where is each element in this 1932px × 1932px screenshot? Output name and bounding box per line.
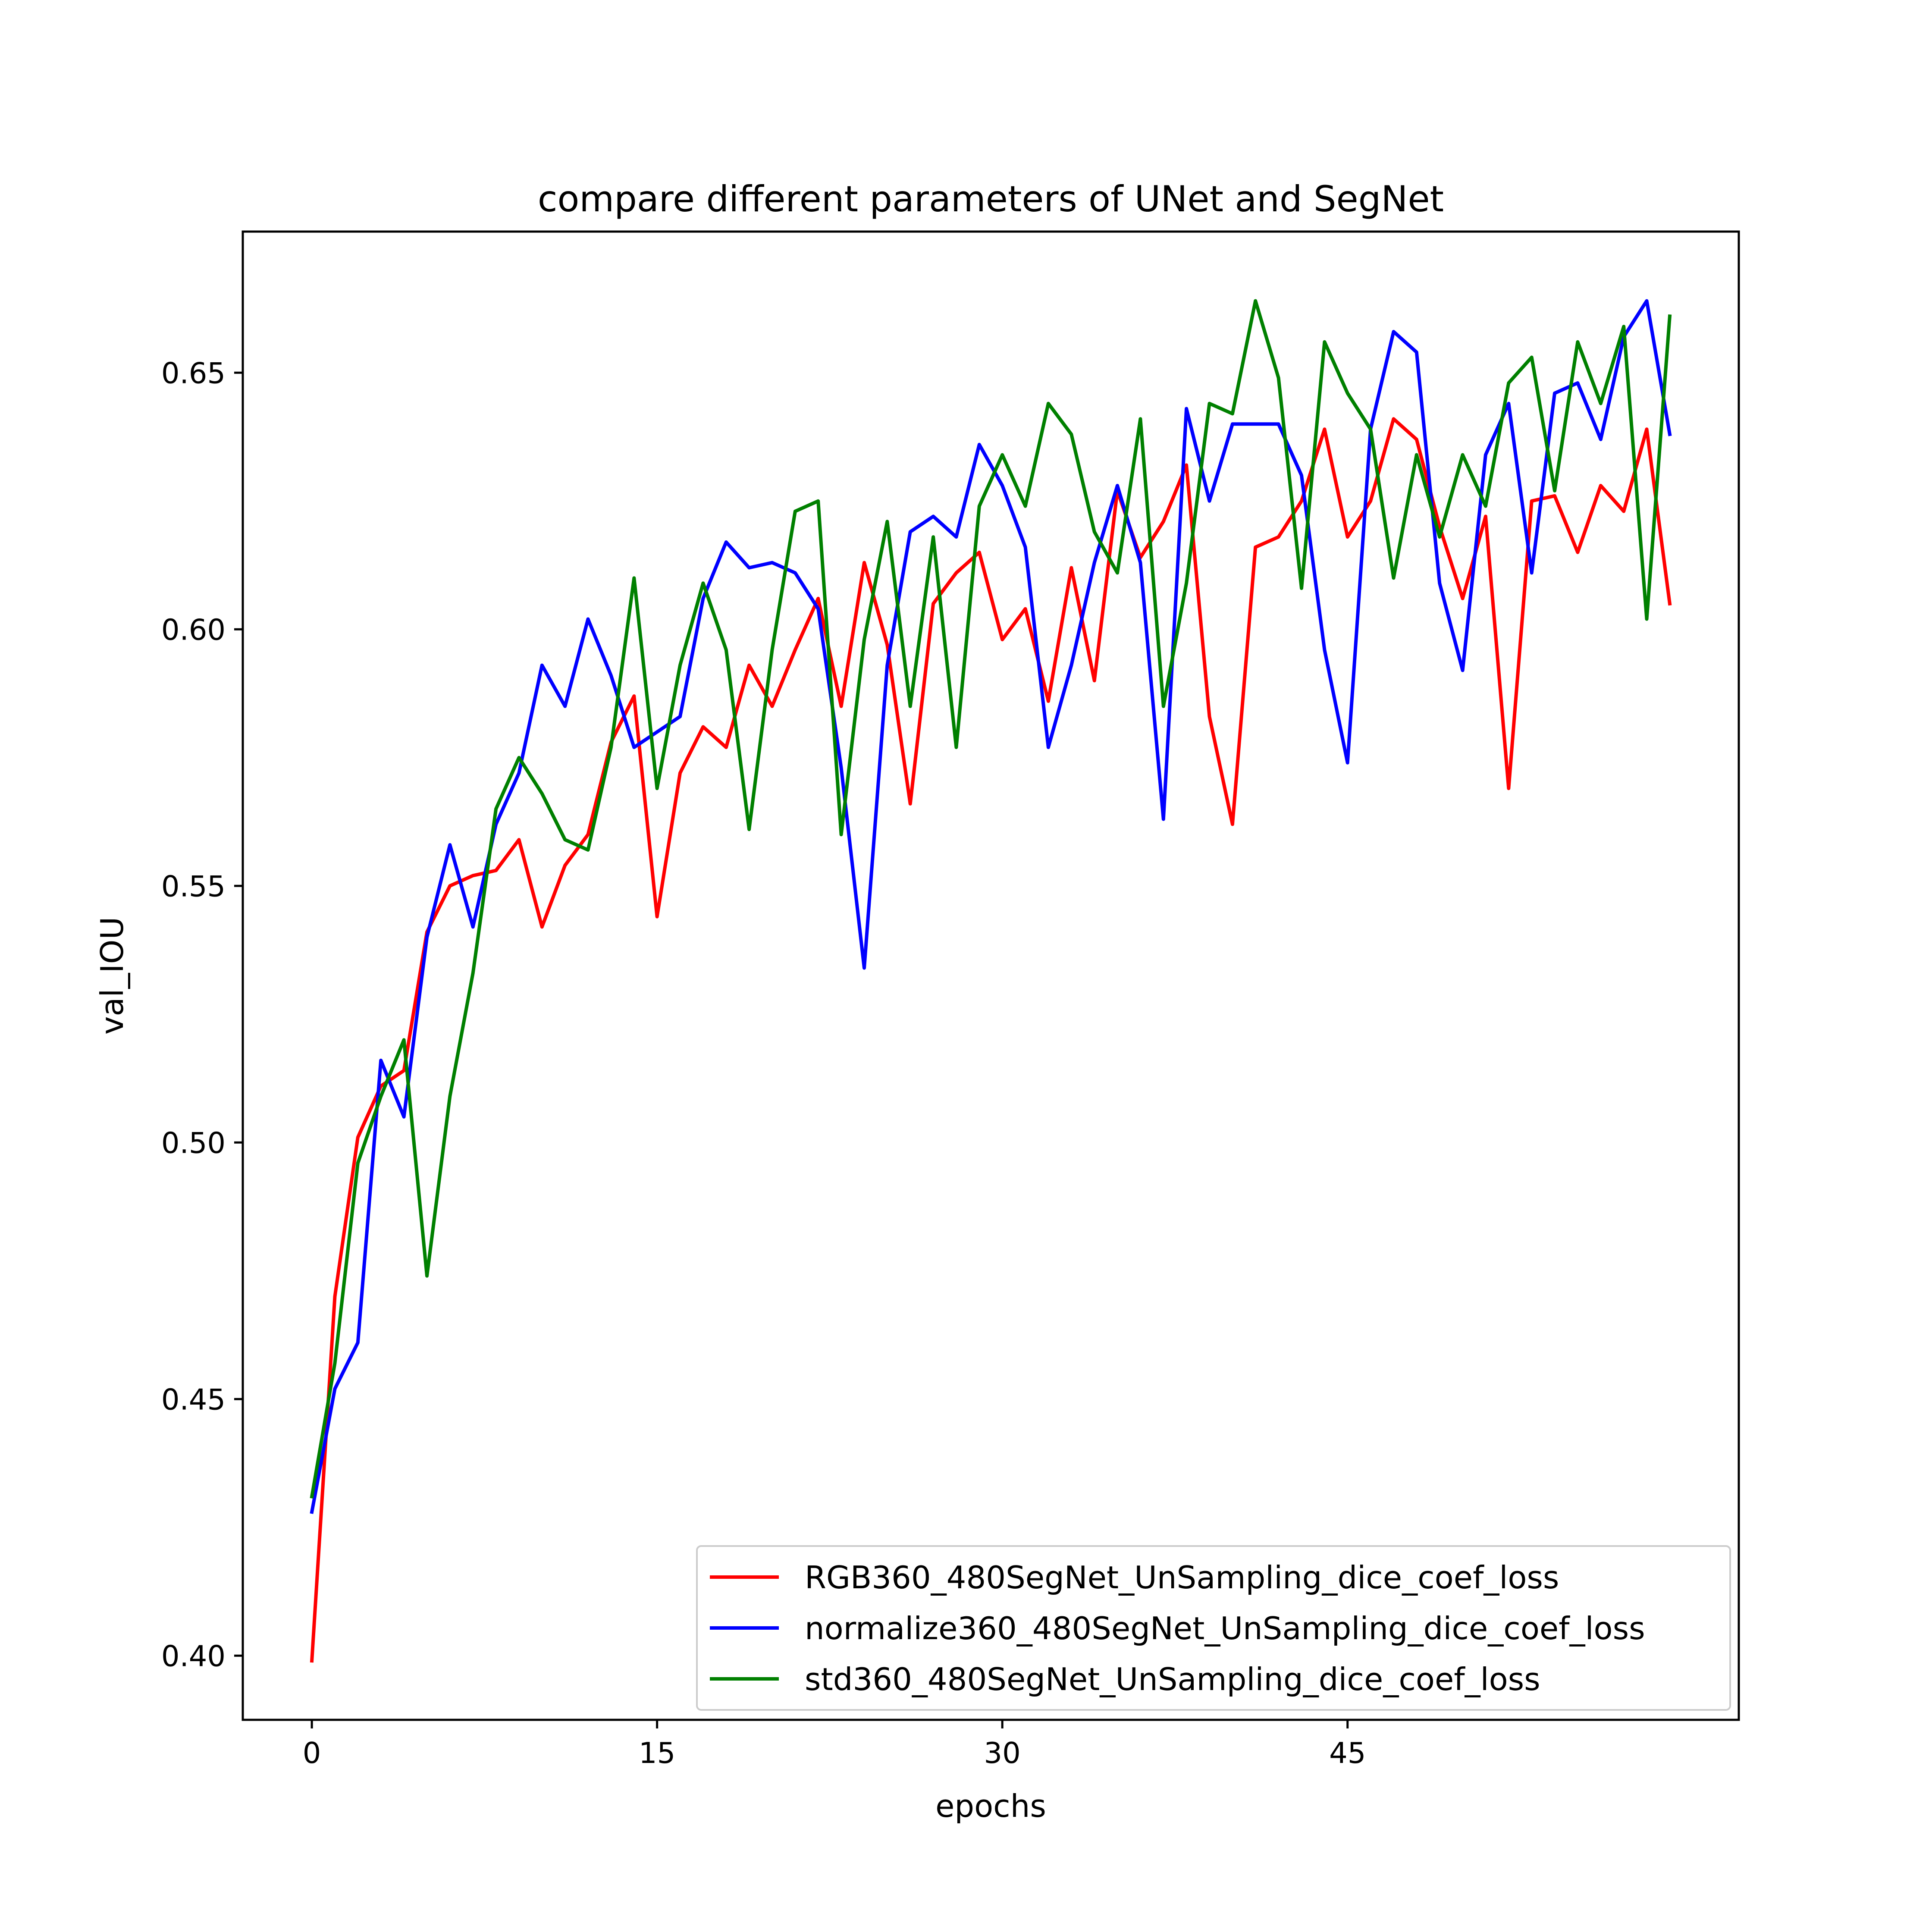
x-axis-ticks: 0 15 30 45 — [303, 1720, 1366, 1770]
y-tick-label: 0.50 — [161, 1126, 226, 1160]
y-tick-label: 0.55 — [161, 869, 226, 903]
y-tick-label: 0.45 — [161, 1383, 226, 1416]
legend-items: RGB360_480SegNet_UnSampling_dice_coef_lo… — [710, 1559, 1645, 1697]
y-tick-label: 0.65 — [161, 356, 226, 390]
series-line-2 — [310, 299, 1672, 1514]
x-tick-label: 15 — [639, 1736, 675, 1770]
y-axis-label: val_IOU — [94, 917, 130, 1035]
legend-label: normalize360_480SegNet_UnSampling_dice_c… — [805, 1610, 1645, 1647]
plot-area-frame — [242, 230, 1740, 1721]
series-layer — [310, 299, 1672, 1663]
chart-title: compare different parameters of UNet and… — [538, 178, 1444, 220]
y-axis-ticks: 0.40 0.45 0.50 0.55 0.60 0.65 — [161, 356, 243, 1673]
legend: RGB360_480SegNet_UnSampling_dice_coef_lo… — [696, 1545, 1731, 1711]
legend-box — [696, 1545, 1731, 1711]
y-tick-label: 0.60 — [161, 613, 226, 646]
legend-label: RGB360_480SegNet_UnSampling_dice_coef_lo… — [805, 1559, 1559, 1596]
y-tick-label: 0.40 — [161, 1639, 226, 1673]
x-axis-label: epochs — [935, 1788, 1046, 1824]
x-tick-label: 30 — [984, 1736, 1021, 1770]
x-tick-label: 45 — [1329, 1736, 1366, 1770]
series-line-1 — [310, 417, 1672, 1663]
series-line-3 — [310, 299, 1672, 1499]
x-tick-label: 0 — [303, 1736, 321, 1770]
legend-label: std360_480SegNet_UnSampling_dice_coef_lo… — [805, 1661, 1540, 1697]
